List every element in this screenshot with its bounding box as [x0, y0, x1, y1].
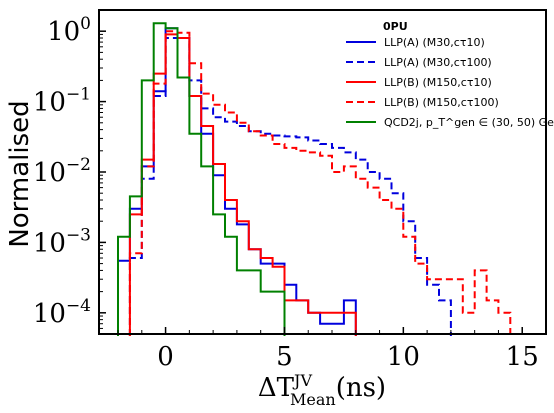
tick-layer: 0 5 10 15 10−4 10−3 10−2 10−1 100 — [33, 14, 547, 372]
series-line-3 — [128, 33, 357, 336]
x-axis-label-sub: Mean — [290, 390, 336, 409]
x-axis-label-main: ΔT — [258, 373, 295, 403]
y-tick-label: 10−3 — [33, 225, 91, 258]
x-tick-label: 5 — [276, 342, 293, 372]
y-tick-label: 10−2 — [33, 155, 91, 188]
x-tick-label: 10 — [387, 342, 420, 372]
legend-label-3: LLP(B) (M150,cτ10) — [384, 76, 492, 89]
x-tick-label: 0 — [157, 342, 174, 372]
series-line-4 — [128, 30, 512, 336]
y-tick-label: 10−4 — [33, 296, 91, 329]
series-line-5 — [117, 22, 286, 336]
legend-label-1: LLP(A) (M30,cτ10) — [384, 36, 485, 49]
x-axis-label: ΔTJV Mean(ns) — [258, 371, 386, 409]
legend: 0PU LLP(A) (M30,cτ10) LLP(A) (M30,cτ100) LL… — [346, 20, 554, 129]
series-layer — [117, 22, 512, 336]
x-tick-label: 15 — [506, 342, 539, 372]
y-tick-label: 100 — [47, 14, 91, 47]
y-tick-label: 10−1 — [33, 85, 91, 118]
legend-title: 0PU — [383, 20, 408, 33]
legend-label-5: QCD2j, p_T^gen ∈ (30, 50) GeV — [384, 116, 554, 129]
legend-label-4: LLP(B) (M150,cτ100) — [384, 96, 499, 109]
x-axis-label-unit: (ns) — [336, 373, 386, 403]
x-axis-label-sup: JV — [292, 371, 312, 390]
legend-label-2: LLP(A) (M30,cτ100) — [384, 56, 492, 69]
y-axis-label: Normalised — [5, 100, 35, 247]
